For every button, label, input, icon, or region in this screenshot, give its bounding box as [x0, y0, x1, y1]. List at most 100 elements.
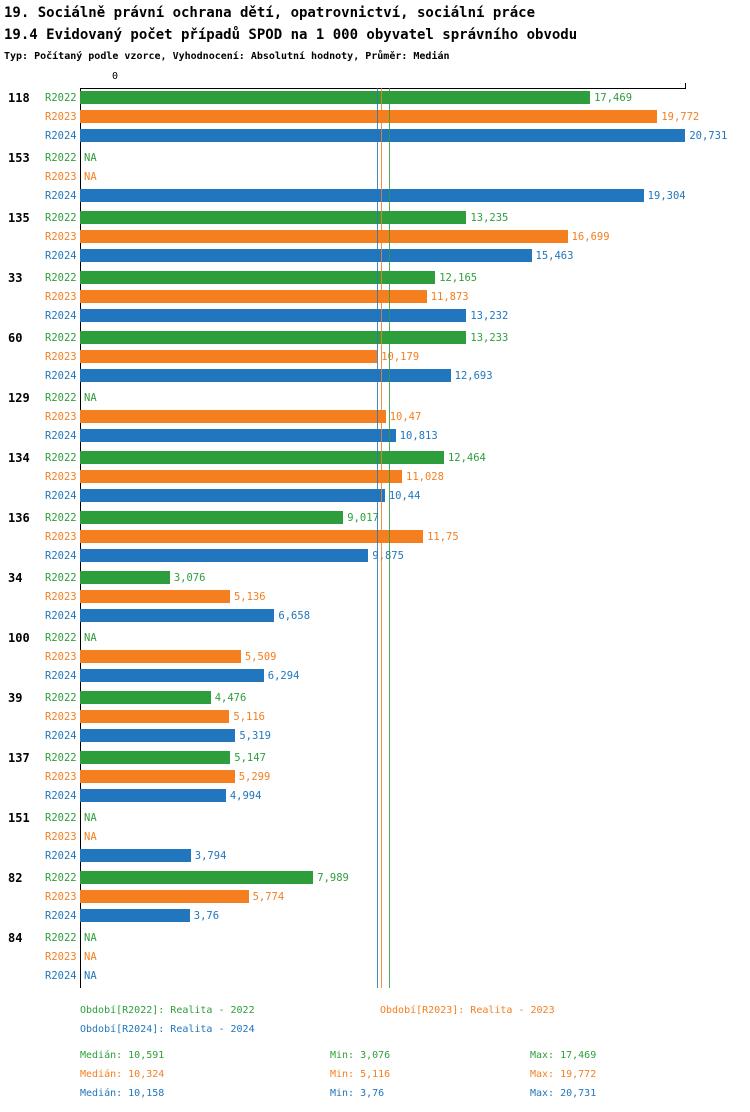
series-row-label: R2024	[45, 370, 77, 382]
group-id-label: 60	[8, 331, 23, 345]
na-label: NA	[84, 951, 97, 963]
bar-r2024	[80, 429, 396, 442]
bar-value-label: 12,464	[447, 452, 486, 464]
bar-row-r2022: R2022 7,989	[0, 868, 750, 887]
stat-max-r2022: Max: 17,469	[530, 1050, 597, 1061]
bar-group-60: 60 R2022 13,233 R2023 10,179 R2024 12,693	[0, 328, 750, 388]
na-label: NA	[84, 831, 97, 843]
chart-subtitle: Typ: Počítaný podle vzorce, Vyhodnocení:…	[4, 51, 450, 62]
bar-value-label: 13,233	[470, 332, 509, 344]
bar-row-r2023: R2023 10,179	[0, 347, 750, 366]
series-row-label: R2022	[45, 392, 77, 404]
group-id-label: 39	[8, 691, 23, 705]
bar-row-r2023: R2023 5,299	[0, 767, 750, 786]
bar-row-r2023: R2023 5,136	[0, 587, 750, 606]
group-id-label: 129	[8, 391, 30, 405]
bar-value-label: 16,699	[571, 231, 610, 243]
bar-r2023	[80, 470, 403, 483]
bar-row-r2022: R2022 3,076	[0, 568, 750, 587]
bar-r2024	[80, 609, 275, 622]
bar-r2022	[80, 511, 344, 524]
group-id-label: 134	[8, 451, 30, 465]
chart-title-line2: 19.4 Evidovaný počet případů SPOD na 1 0…	[4, 27, 578, 43]
bar-value-label: 17,469	[594, 92, 633, 104]
bar-row-r2022: R2022 12,165	[0, 268, 750, 287]
bar-r2023	[80, 290, 427, 303]
stat-max-r2023: Max: 19,772	[530, 1069, 597, 1080]
stats-row-r2022: Medián: 10,591 Min: 3,076 Max: 17,469	[0, 1047, 750, 1066]
bar-row-r2022: R2022 4,476	[0, 688, 750, 707]
group-id-label: 151	[8, 811, 30, 825]
stat-median-r2022: Medián: 10,591	[80, 1050, 165, 1061]
legend-row-2: Období[R2024]: Realita - 2024	[0, 1021, 750, 1040]
series-row-label: R2022	[45, 872, 77, 884]
stats-block: Medián: 10,591 Min: 3,076 Max: 17,469 Me…	[0, 1047, 750, 1104]
group-id-label: 100	[8, 631, 30, 645]
series-row-label: R2023	[45, 711, 77, 723]
bar-r2022	[80, 571, 170, 584]
bar-row-r2022: R2022 13,235	[0, 208, 750, 227]
bar-r2024	[80, 669, 264, 682]
na-label: NA	[84, 812, 97, 824]
bar-value-label: 10,179	[381, 351, 420, 363]
bar-row-r2023: R2023 5,116	[0, 707, 750, 726]
na-label: NA	[84, 632, 97, 644]
bar-row-r2024: R2024 3,794	[0, 846, 750, 865]
group-id-label: 136	[8, 511, 30, 525]
bar-group-135: 135 R2022 13,235 R2023 16,699 R2024 15,463	[0, 208, 750, 268]
na-label: NA	[84, 171, 97, 183]
bar-row-r2024: R2024 12,693	[0, 366, 750, 385]
bar-value-label: 5,774	[252, 891, 285, 903]
series-row-label: R2022	[45, 452, 77, 464]
group-id-label: 118	[8, 91, 30, 105]
stat-median-r2023: Medián: 10,324	[80, 1069, 165, 1080]
bar-value-label: 19,304	[647, 190, 686, 202]
series-row-label: R2024	[45, 670, 77, 682]
bar-row-r2024: R2024 10,44	[0, 486, 750, 505]
series-row-label: R2023	[45, 591, 77, 603]
bar-value-label: 15,463	[535, 250, 574, 262]
series-row-label: R2024	[45, 130, 77, 142]
series-row-label: R2024	[45, 610, 77, 622]
series-row-label: R2022	[45, 932, 77, 944]
series-row-label: R2024	[45, 190, 77, 202]
bar-chart: 0 118 R2022 17,469 R2023 19,772 R2024 20,731 15…	[0, 71, 750, 988]
bar-r2023	[80, 410, 386, 423]
stat-min-r2023: Min: 5,116	[330, 1069, 391, 1080]
bar-value-label: 5,319	[239, 730, 271, 742]
chart-title-line1: 19. Sociálně právní ochrana dětí, opatro…	[4, 5, 536, 21]
na-label: NA	[84, 970, 97, 982]
bar-r2023	[80, 590, 230, 603]
bar-group-34: 34 R2022 3,076 R2023 5,136 R2024 6,658	[0, 568, 750, 628]
group-id-label: 33	[8, 271, 23, 285]
group-id-label: 82	[8, 871, 23, 885]
bar-row-r2022: R2022 NA	[0, 628, 750, 647]
bar-r2024	[80, 369, 451, 382]
bar-value-label: 9,017	[347, 512, 379, 524]
bar-r2024	[80, 549, 369, 562]
bar-row-r2023: R2023 19,772	[0, 107, 750, 126]
series-row-label: R2022	[45, 332, 77, 344]
bar-row-r2023: R2023 5,509	[0, 647, 750, 666]
bar-value-label: 5,136	[233, 591, 266, 603]
legend-r2023: Období[R2023]: Realita - 2023	[380, 1005, 555, 1016]
bar-group-129: 129 R2022 NA R2023 10,47 R2024 10,813	[0, 388, 750, 448]
series-row-label: R2023	[45, 951, 77, 963]
bar-row-r2024: R2024 5,319	[0, 726, 750, 745]
bar-value-label: 4,994	[229, 790, 262, 802]
bar-value-label: 3,794	[194, 850, 227, 862]
median-line-r2023	[381, 88, 383, 988]
bar-row-r2023: R2023 10,47	[0, 407, 750, 426]
bar-r2024	[80, 789, 226, 802]
na-label: NA	[84, 392, 97, 404]
bar-row-r2024: R2024 NA	[0, 966, 750, 985]
bar-r2023	[80, 110, 658, 123]
bar-row-r2024: R2024 3,76	[0, 906, 750, 925]
group-id-label: 137	[8, 751, 30, 765]
bar-group-82: 82 R2022 7,989 R2023 5,774 R2024 3,76	[0, 868, 750, 928]
bar-row-r2024: R2024 10,813	[0, 426, 750, 445]
bar-r2024	[80, 309, 467, 322]
series-row-label: R2023	[45, 531, 77, 543]
bar-row-r2024: R2024 9,875	[0, 546, 750, 565]
series-row-label: R2022	[45, 272, 77, 284]
